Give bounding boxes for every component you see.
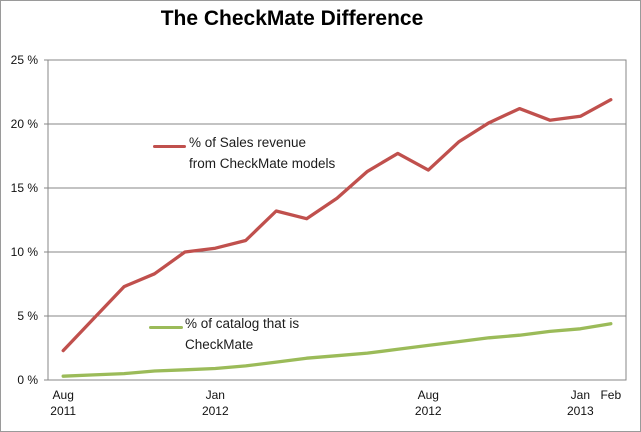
y-axis-label: 15 %: [10, 181, 38, 195]
y-axis-label: 20 %: [10, 117, 38, 131]
x-axis-label: Jan 2012: [201, 388, 229, 418]
x-axis-label: Feb: [600, 388, 622, 402]
legend-catalog: % of catalog that is CheckMate: [147, 314, 299, 355]
series-line-1: [61, 322, 613, 378]
legend-text-line: from CheckMate models: [189, 155, 336, 171]
y-axis-label: 25 %: [10, 53, 38, 67]
plot-border: [47, 59, 627, 381]
legend-text-line: CheckMate: [185, 336, 254, 352]
series-line-0: [61, 98, 613, 353]
legend-text-line: % of Sales revenue: [189, 135, 307, 150]
red-line-sample-icon: [153, 145, 186, 149]
legend-sales-revenue: % of Sales revenue from CheckMate models: [151, 133, 335, 174]
y-axis-label: 10 %: [10, 245, 38, 259]
x-axis-label: Jan 2013: [567, 388, 594, 418]
y-axis-label: 0 %: [17, 373, 38, 387]
x-axis-label: Aug 2012: [414, 388, 442, 418]
green-line-sample-icon: [149, 326, 183, 330]
chart-title: The CheckMate Difference: [160, 7, 424, 30]
legend-text-line: % of catalog that is: [185, 316, 300, 331]
y-axis-label: 5 %: [17, 309, 38, 323]
x-axis-label: Aug 2011: [50, 388, 77, 418]
